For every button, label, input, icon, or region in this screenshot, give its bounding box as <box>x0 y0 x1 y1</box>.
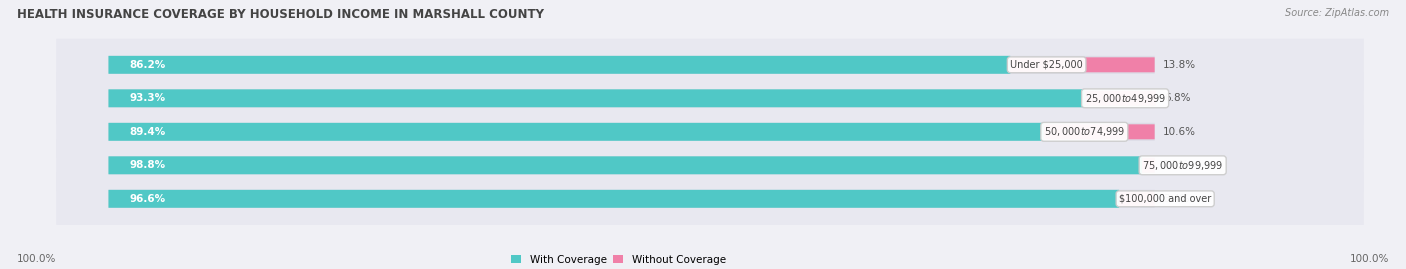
FancyBboxPatch shape <box>108 156 1154 174</box>
Legend: With Coverage, Without Coverage: With Coverage, Without Coverage <box>510 255 725 265</box>
Text: 3.4%: 3.4% <box>1163 194 1189 204</box>
FancyBboxPatch shape <box>108 123 1043 141</box>
Text: $75,000 to $99,999: $75,000 to $99,999 <box>1142 159 1223 172</box>
FancyBboxPatch shape <box>108 56 1154 74</box>
FancyBboxPatch shape <box>108 89 1154 107</box>
FancyBboxPatch shape <box>108 123 1154 141</box>
FancyBboxPatch shape <box>1084 91 1156 106</box>
Text: $50,000 to $74,999: $50,000 to $74,999 <box>1043 125 1125 138</box>
FancyBboxPatch shape <box>56 106 1364 158</box>
Text: Source: ZipAtlas.com: Source: ZipAtlas.com <box>1285 8 1389 18</box>
FancyBboxPatch shape <box>1119 191 1154 206</box>
Text: $100,000 and over: $100,000 and over <box>1119 194 1212 204</box>
Text: 89.4%: 89.4% <box>129 127 166 137</box>
FancyBboxPatch shape <box>108 156 1142 174</box>
Text: 100.0%: 100.0% <box>1350 254 1389 264</box>
Text: 1.2%: 1.2% <box>1163 160 1189 170</box>
Text: $25,000 to $49,999: $25,000 to $49,999 <box>1084 92 1166 105</box>
FancyBboxPatch shape <box>1142 158 1154 173</box>
FancyBboxPatch shape <box>1043 124 1154 139</box>
Text: 10.6%: 10.6% <box>1163 127 1197 137</box>
Text: 96.6%: 96.6% <box>129 194 166 204</box>
Text: 100.0%: 100.0% <box>17 254 56 264</box>
FancyBboxPatch shape <box>1010 57 1154 72</box>
FancyBboxPatch shape <box>56 139 1364 192</box>
Text: 93.3%: 93.3% <box>129 93 166 103</box>
FancyBboxPatch shape <box>108 190 1154 208</box>
FancyBboxPatch shape <box>108 89 1084 107</box>
Text: 13.8%: 13.8% <box>1163 60 1197 70</box>
Text: 98.8%: 98.8% <box>129 160 166 170</box>
FancyBboxPatch shape <box>56 39 1364 91</box>
Text: 86.2%: 86.2% <box>129 60 166 70</box>
FancyBboxPatch shape <box>56 173 1364 225</box>
Text: Under $25,000: Under $25,000 <box>1011 60 1083 70</box>
Text: 6.8%: 6.8% <box>1164 93 1191 103</box>
FancyBboxPatch shape <box>108 190 1119 208</box>
Text: HEALTH INSURANCE COVERAGE BY HOUSEHOLD INCOME IN MARSHALL COUNTY: HEALTH INSURANCE COVERAGE BY HOUSEHOLD I… <box>17 8 544 21</box>
FancyBboxPatch shape <box>56 72 1364 125</box>
FancyBboxPatch shape <box>108 56 1011 74</box>
